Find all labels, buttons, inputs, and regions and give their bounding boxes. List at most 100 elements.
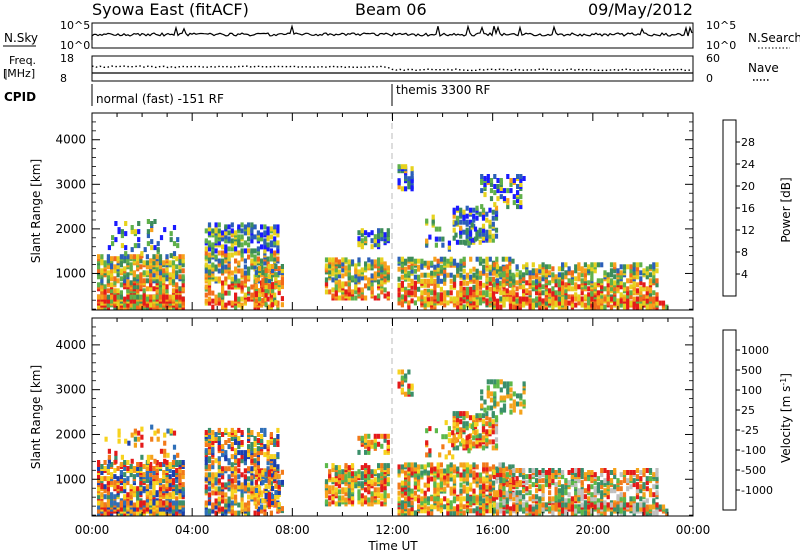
heatmap-cell <box>361 481 364 486</box>
heatmap-cell <box>120 276 123 281</box>
heatmap-cell <box>328 485 331 490</box>
heatmap-cell <box>443 469 446 474</box>
heatmap-cell <box>208 492 211 497</box>
freq-tick-top: 18 <box>60 52 74 65</box>
heatmap-cell <box>133 254 136 259</box>
heatmap-cell <box>525 474 528 479</box>
heatmap-cell <box>147 229 150 234</box>
heatmap-cell <box>241 297 244 302</box>
heatmap-cell <box>134 443 137 448</box>
heatmap-cell <box>234 267 237 272</box>
heatmap-cell <box>344 463 347 468</box>
heatmap-cell <box>258 266 261 271</box>
heatmap-cell <box>175 270 178 275</box>
heatmap-cell <box>525 480 528 485</box>
heatmap-cell <box>338 495 341 500</box>
heatmap-cell <box>244 224 247 229</box>
heatmap-cell <box>437 462 440 467</box>
heatmap-cell <box>149 490 152 495</box>
heatmap-cell <box>492 464 495 469</box>
heatmap-cell <box>130 464 133 469</box>
heatmap-cell <box>551 272 554 277</box>
heatmap-cell <box>620 486 623 491</box>
heatmap-cell <box>607 470 610 475</box>
heatmap-cell <box>479 228 482 233</box>
heatmap-cell <box>636 468 639 473</box>
heatmap-cell <box>489 287 492 292</box>
heatmap-cell <box>430 477 433 482</box>
heatmap-cell <box>234 259 237 264</box>
heatmap-cell <box>178 501 181 506</box>
heatmap-cell <box>529 468 532 473</box>
heatmap-cell <box>453 506 456 511</box>
heatmap-cell <box>584 303 587 308</box>
heatmap-cell <box>472 267 475 272</box>
heatmap-cell <box>328 257 331 262</box>
heatmap-cell <box>268 470 271 475</box>
heatmap-cell <box>234 293 237 298</box>
freq-tick-bottom: 8 <box>60 72 67 85</box>
heatmap-cell <box>255 488 258 493</box>
heatmap-cell <box>384 261 387 266</box>
heatmap-cell <box>542 468 545 473</box>
heatmap-cell <box>150 437 153 442</box>
heatmap-cell <box>459 489 462 494</box>
heatmap-cell <box>522 264 525 269</box>
heatmap-cell <box>655 297 658 302</box>
nave-label: Nave <box>748 61 779 75</box>
heatmap-cell <box>646 266 649 271</box>
heatmap-cell <box>110 472 113 477</box>
heatmap-cell <box>499 290 502 295</box>
heatmap-cell <box>636 262 639 267</box>
heatmap-cell <box>234 511 237 516</box>
heatmap-cell <box>121 455 124 460</box>
heatmap-cell <box>613 468 616 473</box>
heatmap-cell <box>374 469 377 474</box>
heatmap-cell <box>639 484 642 489</box>
heatmap-cell <box>568 278 571 283</box>
station-title: Syowa East (fitACF) <box>92 0 249 19</box>
heatmap-cell <box>157 241 160 246</box>
heatmap-cell <box>502 468 505 473</box>
heatmap-cell <box>257 230 260 235</box>
heatmap-cell <box>535 468 538 473</box>
heatmap-cell <box>479 496 482 501</box>
heatmap-cell <box>571 468 574 473</box>
heatmap-cell <box>325 277 328 282</box>
heatmap-cell <box>545 470 548 475</box>
heatmap-cell <box>371 244 374 249</box>
heatmap-cell <box>427 496 430 501</box>
heatmap-cell <box>398 277 401 282</box>
heatmap-cell <box>273 236 276 241</box>
heatmap-cell <box>260 505 263 510</box>
heatmap-cell <box>120 501 123 506</box>
heatmap-cell <box>587 286 590 291</box>
heatmap-cell <box>169 503 172 508</box>
heatmap-cell <box>574 292 577 297</box>
heatmap-cell <box>156 295 159 300</box>
heatmap-cell <box>263 238 266 243</box>
heatmap-cell <box>270 234 273 239</box>
heatmap-cell <box>398 496 401 501</box>
heatmap-cell <box>211 472 214 477</box>
heatmap-cell <box>489 265 492 270</box>
heatmap-cell <box>485 218 488 223</box>
heatmap-cell <box>224 440 227 445</box>
heatmap-cell <box>117 288 120 293</box>
heatmap-cell <box>228 444 231 449</box>
heatmap-cell <box>508 464 511 469</box>
heatmap-cell <box>519 200 522 205</box>
heatmap-cell <box>271 302 274 307</box>
heatmap-cell <box>450 273 453 278</box>
heatmap-cell <box>407 176 410 181</box>
heatmap-cell <box>407 300 410 305</box>
heatmap-cell <box>224 450 227 455</box>
heatmap-cell <box>506 472 509 477</box>
heatmap-cell <box>535 296 538 301</box>
heatmap-cell <box>162 501 165 506</box>
heatmap-cell <box>427 462 430 467</box>
heatmap-cell <box>274 502 277 507</box>
heatmap-cell <box>616 298 619 303</box>
heatmap-cell <box>270 454 273 459</box>
heatmap-cell <box>629 290 632 295</box>
